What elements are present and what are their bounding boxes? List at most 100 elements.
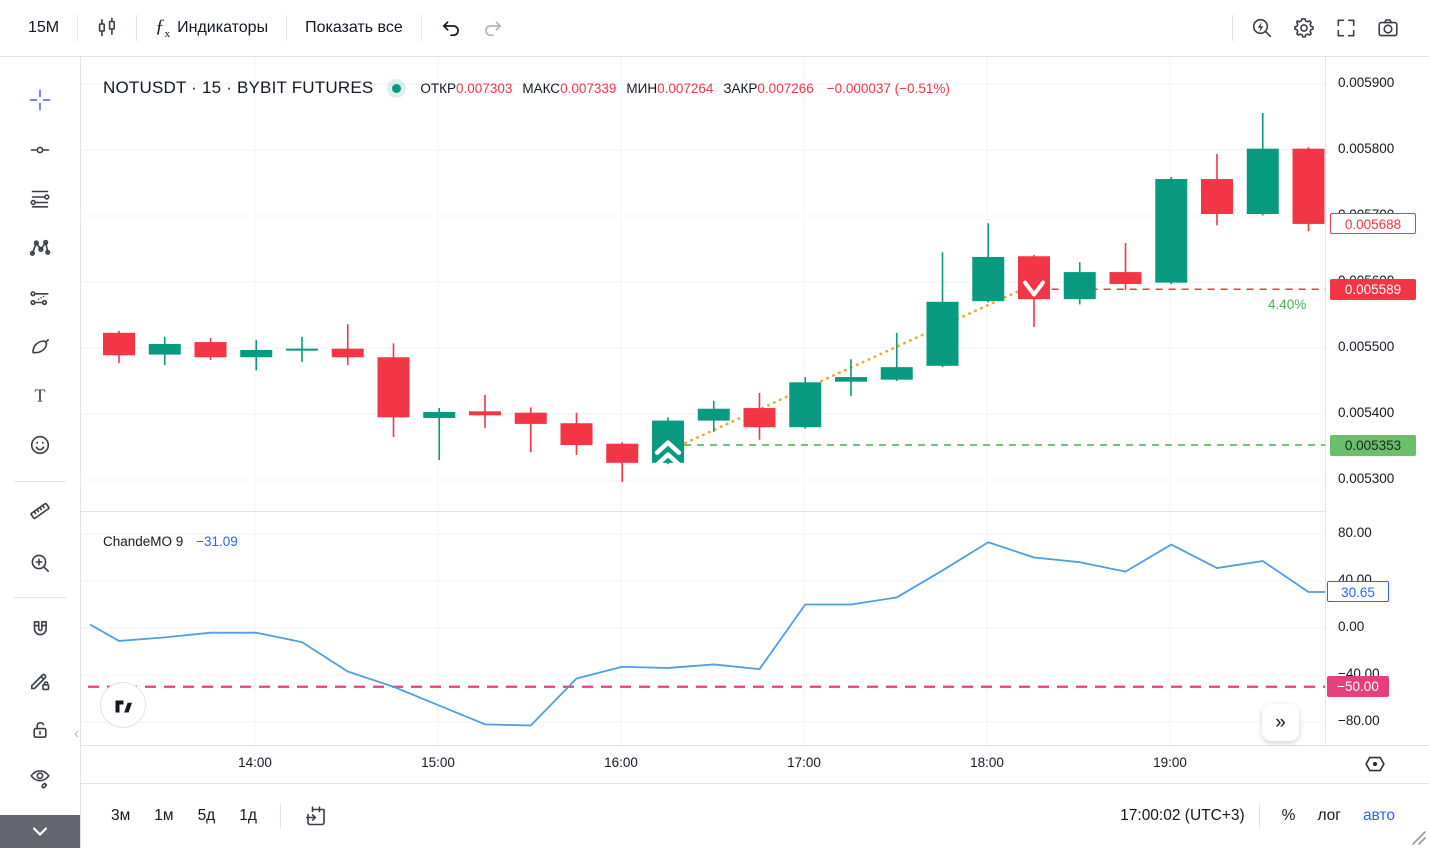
price-pane[interactable] [80, 57, 1325, 512]
undo-button[interactable] [430, 11, 472, 45]
chart-style-button[interactable] [86, 11, 128, 45]
fullscreen-button[interactable] [1325, 11, 1367, 45]
indicators-button[interactable]: ƒx Индикаторы [145, 10, 278, 46]
indicator-tick: 0.00 [1338, 619, 1365, 634]
indicator-legend[interactable]: ChandeMO 9 −31.09 [103, 534, 238, 549]
indicator-name: ChandeMO 9 [103, 534, 184, 549]
divider [420, 14, 422, 41]
show-all-button[interactable]: Показать все [295, 13, 413, 43]
pencil-lock-icon [28, 669, 52, 693]
chevron-down-icon [29, 821, 51, 843]
percent-scale-button[interactable]: % [1281, 807, 1296, 824]
tool-hide-all[interactable] [24, 762, 56, 794]
svg-text:T: T [35, 386, 46, 406]
trend-line-icon [28, 138, 52, 162]
change-value: −0.000037 (−0.51%) [826, 80, 950, 96]
flash-search-button[interactable] [1241, 11, 1283, 45]
log-scale-button[interactable]: лог [1317, 807, 1341, 824]
tool-magnet[interactable] [24, 614, 56, 646]
settings-button[interactable] [1283, 11, 1325, 45]
open-label: ОТКР [420, 80, 457, 96]
sidebar-collapse-handle[interactable]: ‹ [74, 725, 79, 742]
divider [136, 14, 138, 41]
tradingview-logo[interactable] [100, 682, 146, 728]
bottom-toolbar: 3м 1м 5д 1д 17:00:02 (UTC+3) % лог авто [80, 783, 1429, 848]
show-all-label: Показать все [305, 18, 403, 36]
high-label: МАКС [522, 80, 561, 96]
time-tick: 14:00 [238, 755, 272, 770]
time-tick: 16:00 [604, 755, 638, 770]
calendar-icon [304, 804, 328, 828]
screenshot-button[interactable] [1367, 11, 1409, 45]
xabcd-pattern-icon [28, 236, 52, 260]
tv-logo-glyph [115, 700, 132, 713]
time-tick: 19:00 [1153, 755, 1187, 770]
indicator-pane[interactable] [80, 512, 1325, 745]
candles-icon [95, 16, 119, 40]
symbol-legend: NOTUSDT · 15 · BYBIT FUTURES ОТКР0.00730… [103, 78, 950, 98]
session-clock[interactable]: 17:00:02 (UTC+3) [1120, 807, 1245, 824]
tool-drawing-mode-lock[interactable] [24, 665, 56, 697]
redo-button[interactable] [472, 11, 514, 45]
indicator-expand-button[interactable]: » [1262, 704, 1299, 741]
close-value: 0.007266 [757, 80, 814, 96]
divider [77, 14, 79, 41]
divider [286, 14, 288, 41]
tool-emoji[interactable] [24, 429, 56, 461]
price-tick: 0.005400 [1338, 405, 1395, 420]
settings-gear-icon [1292, 16, 1316, 40]
time-tick: 17:00 [787, 755, 821, 770]
low-value: 0.007264 [657, 80, 714, 96]
auto-scale-button[interactable]: авто [1362, 807, 1395, 824]
interval-button[interactable]: 15M [18, 13, 69, 43]
tool-zoom-in[interactable] [24, 547, 56, 579]
low-label: МИН [626, 80, 658, 96]
time-axis[interactable]: 14:00 15:00 16:00 17:00 18:00 19:00 [80, 745, 1429, 783]
divider [279, 803, 281, 829]
divider [14, 481, 66, 482]
tool-crosshair[interactable] [24, 84, 56, 116]
close-label: ЗАКР [723, 80, 758, 96]
fullscreen-icon [1334, 16, 1358, 40]
toolbar-scroll-down[interactable] [0, 815, 80, 848]
pane-separator[interactable] [80, 511, 1325, 512]
high-value: 0.007339 [560, 80, 617, 96]
forecast-icon [28, 286, 52, 310]
range-1d-button[interactable]: 1д [239, 807, 257, 824]
price-tick: 0.005800 [1338, 141, 1395, 156]
fx-icon: ƒx [155, 16, 171, 40]
scales-settings-icon[interactable] [1362, 751, 1388, 777]
price-tick: 0.005900 [1338, 75, 1395, 90]
range-3m-button[interactable]: 3м [111, 807, 131, 824]
tool-lock-all[interactable] [24, 714, 56, 746]
top-toolbar: 15M ƒx Индикаторы Пок [0, 0, 1429, 57]
range-1m-button[interactable]: 1м [154, 807, 174, 824]
price-label: 0.005688 [1330, 213, 1416, 235]
flash-search-icon [1250, 16, 1274, 40]
time-tick: 18:00 [970, 755, 1004, 770]
divider [1258, 803, 1260, 829]
crosshair-icon [28, 88, 52, 112]
double-chevron-right-icon: » [1275, 711, 1286, 733]
tool-xabcd-pattern[interactable] [24, 232, 56, 264]
tool-fib-retracement[interactable] [24, 182, 56, 214]
range-5d-button[interactable]: 5д [197, 807, 216, 824]
symbol-title[interactable]: NOTUSDT · 15 · BYBIT FUTURES [103, 78, 374, 97]
interval-label: 15M [28, 18, 60, 36]
eye-icon [28, 766, 52, 790]
resize-handle[interactable] [1411, 830, 1427, 846]
tool-forecast[interactable] [24, 282, 56, 314]
price-axis[interactable]: 0.0059000.0058000.0057000.0056000.005500… [1325, 57, 1429, 783]
drawing-toolbar: T [0, 57, 81, 848]
indicator-label: −50.00 [1327, 676, 1389, 698]
magnet-icon [28, 618, 52, 642]
tool-brush[interactable] [24, 330, 56, 362]
go-to-date-button[interactable] [295, 799, 337, 833]
tool-trend-line[interactable] [24, 134, 56, 166]
tool-measure[interactable] [24, 495, 56, 527]
market-status-dot [392, 83, 402, 93]
price-tick: 0.005500 [1338, 339, 1395, 354]
redo-icon [481, 16, 505, 40]
tool-text[interactable]: T [24, 380, 56, 412]
zoom-in-icon [28, 551, 52, 575]
